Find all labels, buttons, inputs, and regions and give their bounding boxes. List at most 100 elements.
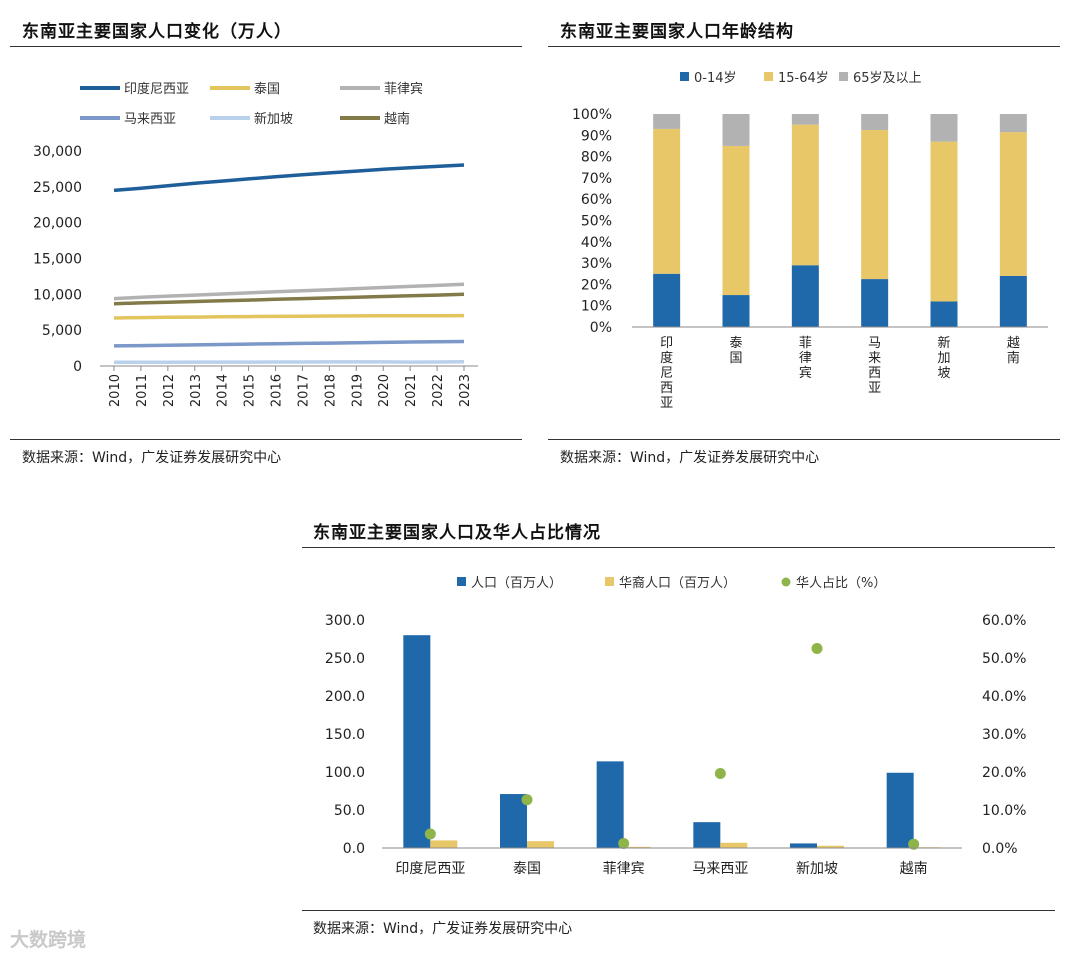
y-tick-label: 90% [581,128,612,144]
x-tick-label: 2012 [162,374,177,407]
x-tick-label: 2015 [243,374,258,407]
bar-0-4 [930,301,958,327]
bar-0-2 [791,265,819,327]
y2-tick-label: 20.0% [982,765,1026,781]
x-category-label: 西 [660,381,673,396]
legend-swatch-1 [764,72,773,81]
x-category-label: 新 [937,335,950,351]
y-tick-label: 15,000 [33,252,82,268]
x-tick-label: 2014 [216,374,231,407]
legend-swatch-0 [680,72,689,81]
point-0-2 [618,837,630,849]
y-tick-label: 100.0 [325,765,365,781]
x-category-label: 度 [660,350,673,366]
x-tick-label: 2019 [350,374,365,407]
x-tick-label: 2021 [404,374,419,407]
x-category-label: 西 [868,366,881,381]
legend-swatch-1 [605,577,614,586]
y-tick-label: 30,000 [33,144,82,160]
legend-label-0: 人口（百万人） [471,576,562,591]
bar-0-5 [999,275,1027,327]
y-tick-label: 150.0 [325,727,365,743]
x-category-label: 坡 [937,366,950,381]
legend-label-2: 65岁及以上 [853,71,922,86]
legend-label-0: 0-14岁 [694,71,737,86]
series-line-0 [113,163,465,193]
y-tick-label: 30% [581,256,612,272]
bar-1-2 [791,124,819,266]
bar-1-2 [623,846,651,848]
x-category-label: 泰国 [513,861,541,877]
series-line-4 [114,360,465,365]
y-tick-label: 300.0 [325,613,365,629]
y-tick-label: 20% [581,277,612,293]
x-category-label: 宾 [799,365,812,381]
x-category-label: 南 [1007,350,1020,366]
y-tick-label: 10,000 [33,287,82,303]
x-category-label: 马 [868,336,881,351]
y2-tick-label: 30.0% [982,727,1026,743]
y-tick-label: 10% [581,299,612,315]
age-structure-stacked-bar-chart: 0-14岁 15-64岁 65岁及以上 0% 10% 20% 30% 40% 50% 60% 70%… [572,71,1048,411]
series-line-1 [113,313,465,320]
legend-label-1: 华裔人口（百万人） [619,575,736,591]
bar-0-3 [693,822,721,848]
x-category-label: 越南 [900,861,928,877]
legend-swatch-2 [839,72,848,81]
chinese-population-combo-chart: 人口（百万人） 华裔人口（百万人） 华人占比（%） 0.0 50.0 100.0 150.0… [325,575,1027,877]
bar-1-3 [720,842,748,848]
chart2-source-rule [548,439,1060,440]
legend-label-3: 马来西亚 [124,112,176,127]
y2-tick-label: 60.0% [982,613,1026,629]
x-tick-label: 2011 [135,374,150,407]
chart1-title: 东南亚主要国家人口变化（万人） [22,22,292,42]
x-category-label: 菲 [799,336,812,351]
y-tick-label: 0 [73,359,82,375]
bar-1-1 [527,841,554,848]
series-line-2 [113,282,465,301]
bar-1-5 [999,132,1027,276]
bar-2-0 [653,114,681,129]
bar-1-4 [930,141,958,302]
x-category-label: 印 [660,336,673,351]
x-category-label: 律 [799,351,812,366]
x-tick-label: 2023 [458,374,473,407]
y-tick-label: 250.0 [325,651,365,667]
chart2-title: 东南亚主要国家人口年龄结构 [560,22,794,42]
bar-2-5 [999,114,1027,133]
x-category-label: 印度尼西亚 [395,861,465,877]
y-tick-label: 50% [581,214,612,230]
legend-label-0: 印度尼西亚 [124,81,189,97]
x-tick-label: 2018 [323,374,338,407]
x-category-label: 尼 [660,366,673,381]
bar-0-1 [722,295,750,327]
chart3-title: 东南亚主要国家人口及华人占比情况 [313,523,601,543]
legend-label-5: 越南 [384,111,410,127]
series-line-5 [113,292,465,306]
x-tick-label: 2020 [377,374,392,407]
legend-label-2: 华人占比（%） [796,576,886,591]
y-tick-label: 200.0 [325,689,365,705]
chart2-source: 数据来源：Wind，广发证券发展研究中心 [560,450,820,466]
y-tick-label: 60% [581,192,612,208]
bar-2-3 [861,114,889,130]
legend-label-2: 菲律宾 [384,81,423,97]
bar-0-4 [790,843,817,848]
x-tick-label: 2013 [189,374,204,407]
legend-label-1: 泰国 [254,82,280,97]
x-category-label: 亚 [660,396,673,411]
bar-2-1 [722,114,750,146]
point-0-4 [811,643,823,654]
chart2-title-rule [548,46,1060,47]
bar-1-1 [722,145,750,296]
bar-0-2 [596,761,624,848]
y-tick-label: 5,000 [42,323,82,339]
y2-tick-label: 50.0% [982,651,1026,667]
y-tick-label: 40% [581,235,612,251]
bar-1-4 [817,845,844,848]
y2-tick-label: 10.0% [982,803,1026,819]
x-tick-label: 2017 [296,374,311,407]
watermark-logo: 大数跨境 [10,929,87,951]
bar-0-1 [500,794,527,848]
